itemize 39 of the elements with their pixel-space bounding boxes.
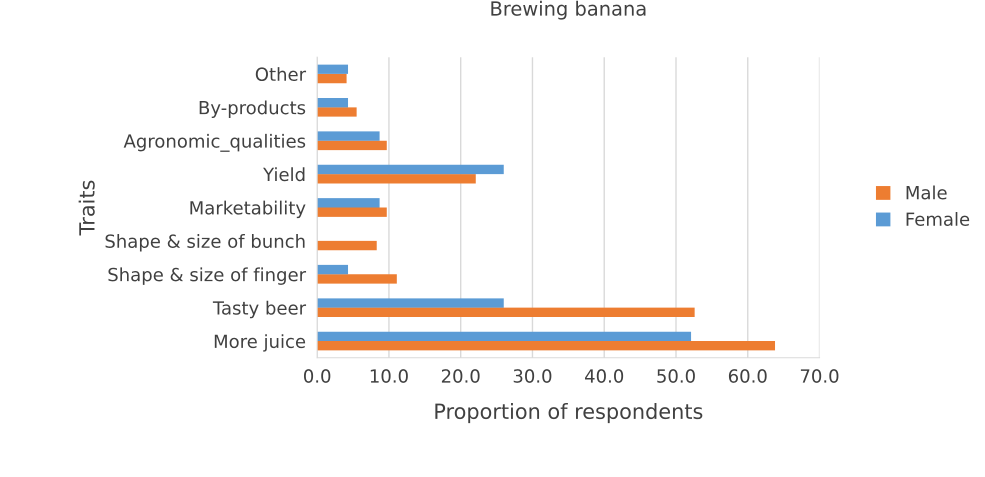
y-tick-label: Shape & size of bunch bbox=[106, 234, 305, 252]
y-tick-label: By-products bbox=[200, 100, 306, 118]
y-tick-label: Shape & size of finger bbox=[108, 267, 306, 285]
bar bbox=[317, 308, 695, 318]
bar bbox=[317, 107, 357, 117]
y-axis-title: Traits bbox=[78, 180, 95, 236]
y-tick-label: Other bbox=[256, 67, 306, 82]
bar bbox=[317, 332, 692, 342]
x-tick-label: 50.0 bbox=[657, 369, 695, 383]
legend-label: Female bbox=[906, 212, 970, 226]
chart-title: Brewing banana bbox=[491, 0, 646, 20]
x-tick-label: 70.0 bbox=[800, 369, 838, 383]
x-tick-label: 0.0 bbox=[304, 369, 330, 383]
bar bbox=[317, 240, 377, 250]
bar bbox=[317, 264, 348, 274]
x-tick-label: 30.0 bbox=[514, 369, 552, 383]
x-tick-label: 60.0 bbox=[728, 369, 767, 383]
y-tick-label: Yield bbox=[263, 167, 304, 182]
bar bbox=[317, 74, 347, 84]
bar bbox=[317, 98, 348, 108]
bar bbox=[317, 131, 380, 141]
x-axis-title: Proportion of respondents bbox=[435, 403, 702, 424]
bar bbox=[317, 174, 476, 184]
bar bbox=[317, 274, 397, 284]
y-tick-label: Tasty beer bbox=[212, 300, 306, 318]
bar bbox=[317, 140, 387, 150]
bar bbox=[317, 207, 387, 217]
bar bbox=[317, 298, 504, 308]
y-tick-label: Agronomic_qualities bbox=[124, 134, 306, 152]
legend-label: Male bbox=[906, 186, 947, 200]
x-tick-label: 10.0 bbox=[370, 369, 408, 383]
y-tick-label: More juice bbox=[214, 334, 306, 352]
x-tick-label: 20.0 bbox=[442, 369, 480, 383]
bar bbox=[317, 198, 380, 208]
x-tick-label: 40.0 bbox=[585, 369, 624, 383]
bar bbox=[317, 64, 348, 74]
bar bbox=[317, 341, 776, 350]
bar bbox=[317, 164, 504, 174]
y-tick-label: Marketability bbox=[190, 200, 306, 218]
